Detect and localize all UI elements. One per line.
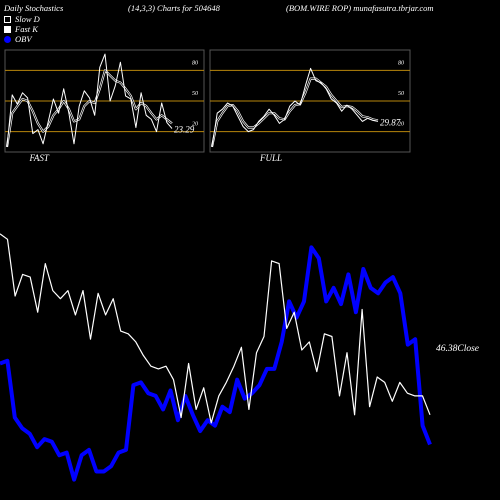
full-series-k — [211, 67, 379, 147]
legend-label-obv: OBV — [15, 34, 32, 44]
fast-series-k — [6, 53, 173, 147]
legend-slow-d: Slow D — [4, 14, 40, 24]
close-price-line — [0, 233, 431, 424]
legend-swatch-obv — [4, 35, 11, 43]
close-last-value-label: 46.38Close — [436, 344, 479, 354]
fast-ytick-label: 20 — [192, 122, 198, 128]
full-panel-title: FULL — [259, 153, 282, 163]
fast-ytick-label: 80 — [192, 60, 198, 66]
legend-swatch-slow-d — [4, 15, 11, 23]
full-series-d-core — [211, 78, 379, 147]
chart-title-left: Daily Stochastics — [4, 3, 64, 13]
legend-fast-k: Fast K — [4, 24, 38, 34]
fast-series-d-core — [6, 70, 173, 147]
fast-last-value-label: 23.29 — [174, 125, 195, 135]
obv-line — [0, 245, 432, 482]
full-series-d — [210, 77, 379, 148]
full-ytick-label: 20 — [398, 122, 404, 128]
legend-label-slow-d: Slow D — [15, 14, 40, 24]
legend-swatch-fast-k — [4, 25, 11, 33]
full-last-value-label: 29.87 — [380, 117, 401, 127]
full-ytick-label: 50 — [398, 91, 404, 97]
legend-label-fast-k: Fast K — [15, 24, 38, 34]
chart-title-right: (BOM.WIRE ROP) munafasutra.tbrjar.com — [286, 3, 434, 13]
fast-panel-title: FAST — [29, 153, 50, 163]
chart-title-mid: (14,3,3) Charts for 504648 — [128, 3, 220, 13]
legend-obv: OBV — [4, 34, 32, 44]
full-ytick-label: 80 — [398, 60, 404, 66]
fast-ytick-label: 50 — [192, 91, 198, 97]
